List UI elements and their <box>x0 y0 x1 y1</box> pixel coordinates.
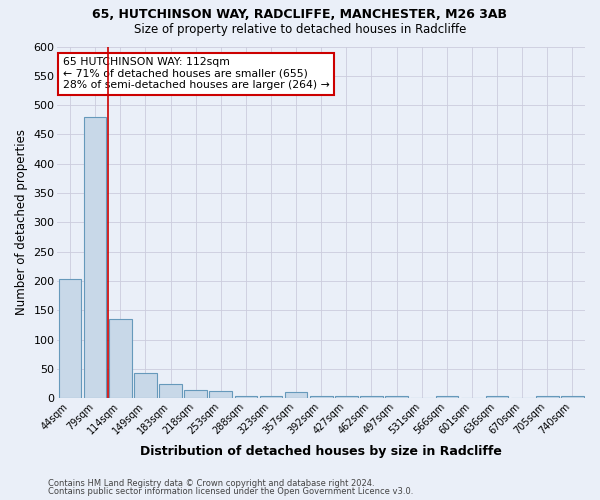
Bar <box>310 396 332 398</box>
Bar <box>134 374 157 398</box>
Bar <box>260 396 282 398</box>
Bar <box>235 396 257 398</box>
Y-axis label: Number of detached properties: Number of detached properties <box>15 130 28 316</box>
Text: Contains public sector information licensed under the Open Government Licence v3: Contains public sector information licen… <box>48 487 413 496</box>
Bar <box>360 396 383 398</box>
Text: 65 HUTCHINSON WAY: 112sqm
← 71% of detached houses are smaller (655)
28% of semi: 65 HUTCHINSON WAY: 112sqm ← 71% of detac… <box>63 57 329 90</box>
Bar <box>184 390 207 398</box>
X-axis label: Distribution of detached houses by size in Radcliffe: Distribution of detached houses by size … <box>140 444 502 458</box>
Bar <box>335 396 358 398</box>
Bar <box>436 396 458 398</box>
Bar <box>285 392 307 398</box>
Bar <box>209 391 232 398</box>
Bar <box>84 117 106 398</box>
Text: 65, HUTCHINSON WAY, RADCLIFFE, MANCHESTER, M26 3AB: 65, HUTCHINSON WAY, RADCLIFFE, MANCHESTE… <box>92 8 508 20</box>
Bar <box>159 384 182 398</box>
Text: Contains HM Land Registry data © Crown copyright and database right 2024.: Contains HM Land Registry data © Crown c… <box>48 478 374 488</box>
Bar <box>536 396 559 398</box>
Bar <box>561 396 584 398</box>
Text: Size of property relative to detached houses in Radcliffe: Size of property relative to detached ho… <box>134 22 466 36</box>
Bar <box>109 320 131 398</box>
Bar <box>385 396 408 398</box>
Bar <box>59 280 82 398</box>
Bar <box>486 396 508 398</box>
